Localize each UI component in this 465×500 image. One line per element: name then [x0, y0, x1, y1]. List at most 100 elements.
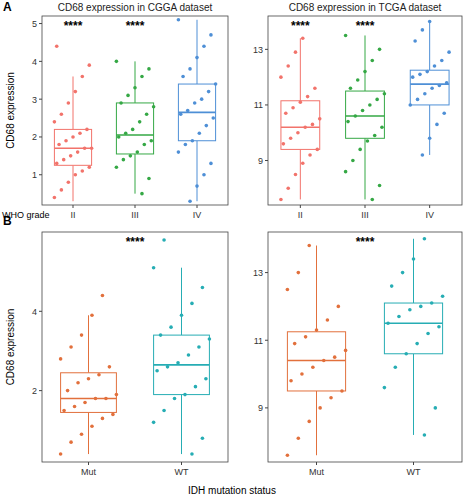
significance: ****	[356, 235, 375, 249]
point	[169, 325, 173, 329]
point	[97, 373, 101, 377]
point	[291, 106, 295, 110]
point	[115, 393, 119, 397]
point	[297, 271, 301, 275]
whisker-upper	[88, 315, 89, 373]
plot-frame	[268, 16, 462, 205]
chart: 91113MutWT****	[253, 232, 462, 477]
point	[411, 75, 415, 79]
x-tick	[429, 205, 430, 208]
median	[346, 115, 385, 117]
y-tick-label: 2	[32, 132, 37, 142]
point	[104, 397, 108, 401]
panel-label: B	[3, 214, 12, 228]
point	[344, 349, 348, 353]
point	[62, 158, 66, 162]
point	[209, 162, 213, 166]
point	[87, 165, 91, 169]
point	[380, 125, 384, 129]
point	[311, 365, 315, 369]
point	[296, 131, 300, 135]
box	[410, 70, 449, 105]
point	[143, 143, 147, 147]
point	[187, 353, 191, 357]
point	[437, 325, 441, 329]
x-tick	[197, 205, 198, 208]
point	[190, 452, 194, 456]
y-tick-label: 11	[254, 100, 263, 110]
y-tick-label: 11	[254, 336, 263, 346]
point	[354, 114, 358, 118]
point	[318, 117, 322, 121]
point	[66, 389, 70, 393]
point	[55, 44, 59, 48]
point	[301, 36, 305, 40]
point	[375, 98, 379, 102]
point	[90, 147, 94, 151]
point	[166, 365, 170, 369]
point	[59, 357, 63, 361]
y-axis-label: CD68 expression	[5, 309, 16, 386]
point	[80, 432, 84, 436]
whisker-upper	[413, 239, 414, 303]
point	[64, 139, 68, 143]
point	[76, 150, 80, 154]
point	[90, 425, 94, 429]
y-tick-label: 9	[258, 403, 263, 413]
point	[152, 421, 156, 425]
point	[415, 342, 419, 346]
point	[62, 409, 66, 413]
y-tick	[265, 272, 268, 273]
point	[190, 302, 194, 306]
point	[440, 59, 444, 63]
y-tick-label: 9	[258, 156, 263, 166]
point	[162, 409, 166, 413]
x-tick-label: WT	[175, 467, 189, 477]
point	[337, 305, 341, 309]
y-tick	[39, 99, 42, 100]
box	[116, 103, 153, 154]
box	[287, 332, 345, 391]
x-tick	[73, 205, 74, 208]
significance: ****	[126, 19, 145, 33]
point	[140, 192, 144, 196]
point	[179, 112, 183, 116]
point	[344, 170, 348, 174]
point	[279, 75, 283, 79]
y-tick	[265, 104, 268, 105]
point	[180, 313, 184, 317]
point	[315, 328, 319, 332]
point	[133, 86, 137, 90]
point	[176, 361, 180, 365]
point	[101, 417, 105, 421]
median	[61, 398, 117, 400]
point	[71, 135, 75, 139]
point	[286, 288, 290, 292]
point	[383, 386, 387, 390]
point	[78, 131, 82, 135]
point	[421, 28, 425, 32]
point	[73, 405, 77, 409]
plot-frame	[42, 16, 228, 205]
point	[308, 153, 312, 157]
point	[200, 97, 204, 101]
point	[421, 153, 425, 157]
point	[368, 103, 372, 107]
x-tick-label: III	[361, 210, 369, 220]
point	[286, 187, 290, 191]
point	[152, 266, 156, 270]
point	[423, 92, 427, 96]
point	[413, 39, 417, 43]
significance: ****	[291, 19, 310, 33]
x-tick-label: Mut	[309, 467, 325, 477]
x-tick	[135, 205, 136, 208]
box	[178, 84, 215, 141]
point	[202, 44, 206, 48]
point	[184, 143, 188, 147]
median	[154, 364, 210, 366]
point	[147, 67, 151, 71]
point	[76, 381, 80, 385]
point	[87, 377, 91, 381]
y-tick	[39, 311, 42, 312]
point	[197, 345, 201, 349]
